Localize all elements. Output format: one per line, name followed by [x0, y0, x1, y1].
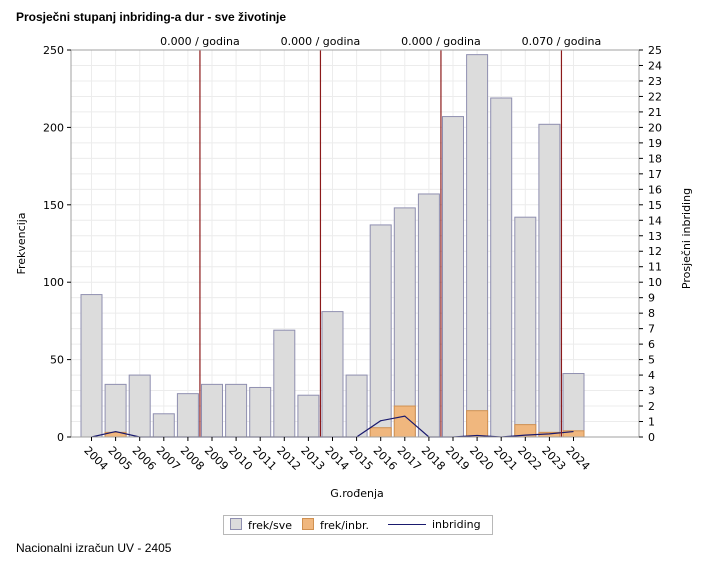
x-tick-label-2007: 2007 [154, 444, 183, 473]
x-tick-label-2019: 2019 [443, 444, 472, 473]
y-tick-label: 50 [50, 354, 64, 367]
x-tick-label-2022: 2022 [515, 444, 544, 473]
bar-frek-sve-2023 [538, 123, 561, 438]
y2-tick-label: 19 [648, 137, 662, 150]
bar-frek-inbr-2017 [393, 405, 416, 438]
x-tick-label-2016: 2016 [371, 444, 400, 473]
bar-frek-sve-2022 [514, 216, 537, 438]
legend-label-frek-inbr: frek/inbr. [320, 519, 370, 532]
bar-frek-sve-2011 [249, 386, 272, 438]
legend-item-frek-inbr: frek/inbr. [302, 518, 369, 532]
y-tick-label: 100 [43, 276, 64, 289]
y2-tick-label: 6 [648, 338, 655, 351]
y2-tick-label: 20 [648, 121, 662, 134]
y2-tick-label: 15 [648, 199, 662, 212]
legend: frek/sve frek/inbr. inbriding [223, 515, 493, 535]
y2-tick-label: 25 [648, 44, 662, 57]
x-tick-label-2013: 2013 [298, 444, 327, 473]
bar-frek-sve-2015 [345, 374, 368, 438]
footnote: Nacionalni izračun UV - 2405 [16, 541, 172, 555]
reference-line-label-1: 0.000 / godina [160, 35, 240, 48]
x-tick-label-2024: 2024 [563, 444, 592, 473]
bar-frek-sve-2013 [297, 394, 320, 438]
legend-label-inbriding: inbriding [432, 518, 481, 531]
bar-frek-sve-2008 [176, 393, 199, 438]
x-tick-label-2005: 2005 [105, 444, 134, 473]
y2-tick-label: 7 [648, 323, 655, 336]
bar-frek-sve-2005 [104, 383, 127, 438]
x-tick-label-2021: 2021 [491, 444, 520, 473]
bar-frek-sve-2021 [490, 97, 513, 438]
y2-tick-label: 4 [648, 369, 655, 382]
bar-frek-inbr-2016 [369, 427, 392, 438]
reference-line-label-4: 0.070 / godina [522, 35, 602, 48]
x-tick-label-2014: 2014 [322, 444, 351, 473]
x-tick-label-2017: 2017 [395, 444, 424, 473]
y-tick-label: 150 [43, 199, 64, 212]
legend-line-inbriding [388, 524, 426, 525]
y2-tick-label: 5 [648, 354, 655, 367]
y2-tick-label: 11 [648, 261, 662, 274]
x-tick-label-2004: 2004 [81, 444, 110, 473]
y-tick-label: 250 [43, 44, 64, 57]
y2-tick-label: 21 [648, 106, 662, 119]
x-tick-label-2010: 2010 [226, 444, 255, 473]
y2-tick-label: 13 [648, 230, 662, 243]
legend-item-frek-sve: frek/sve [230, 518, 292, 532]
bar-frek-sve-2019 [442, 116, 464, 438]
y2-tick-label: 0 [648, 431, 655, 444]
y2-tick-label: 22 [648, 90, 662, 103]
plot-frame [70, 49, 640, 438]
y2-tick-label: 23 [648, 75, 662, 88]
x-axis-title: G.rođenja [330, 487, 384, 500]
bar-frek-sve-2004 [80, 294, 103, 438]
y-axis-title: Frekvencija [15, 212, 28, 274]
reference-line-label-2: 0.000 / godina [281, 35, 361, 48]
bar-frek-sve-2024 [562, 373, 585, 438]
y2-tick-label: 14 [648, 214, 662, 227]
x-tick-label-2008: 2008 [178, 444, 207, 473]
bar-frek-sve-2012 [273, 329, 296, 438]
bar-frek-sve-2016 [369, 224, 392, 438]
x-tick-label-2023: 2023 [539, 444, 568, 473]
legend-label-frek-sve: frek/sve [248, 519, 293, 532]
y2-tick-label: 16 [648, 183, 662, 196]
y2-tick-label: 9 [648, 292, 655, 305]
bar-frek-sve-2014 [321, 311, 344, 438]
bar-frek-sve-2006 [128, 374, 151, 438]
x-tick-label-2012: 2012 [274, 444, 303, 473]
y2-tick-label: 10 [648, 276, 662, 289]
y2-tick-label: 8 [648, 307, 655, 320]
y2-tick-label: 17 [648, 168, 662, 181]
x-tick-label-2018: 2018 [419, 444, 448, 473]
y2-axis-title: Prosječni inbriding [680, 188, 693, 289]
legend-item-inbriding: inbriding [388, 518, 481, 532]
y-tick-label: 200 [43, 121, 64, 134]
bar-frek-sve-2017 [393, 207, 416, 438]
y2-tick-label: 3 [648, 385, 655, 398]
bar-frek-sve-2020 [466, 54, 489, 438]
y2-tick-label: 12 [648, 245, 662, 258]
y2-tick-label: 1 [648, 416, 655, 429]
x-tick-label-2020: 2020 [467, 444, 496, 473]
x-tick-label-2009: 2009 [202, 444, 231, 473]
x-tick-label-2015: 2015 [346, 444, 375, 473]
bar-frek-sve-2010 [225, 383, 248, 438]
y2-tick-label: 18 [648, 152, 662, 165]
y2-tick-label: 24 [648, 59, 662, 72]
y-tick-label: 0 [57, 431, 64, 444]
legend-swatch-frek-inbr [302, 518, 314, 530]
bar-frek-sve-2007 [152, 413, 175, 438]
legend-swatch-frek-sve [230, 518, 242, 530]
x-tick-label-2006: 2006 [130, 444, 159, 473]
bar-frek-sve-2018 [417, 193, 440, 438]
y2-tick-label: 2 [648, 400, 655, 413]
bar-frek-sve-2009 [201, 383, 223, 438]
x-tick-label-2011: 2011 [250, 444, 279, 473]
bar-frek-inbr-2020 [466, 410, 489, 438]
reference-line-label-3: 0.000 / godina [401, 35, 481, 48]
chart-title: Prosječni stupanj inbriding-a dur - sve … [16, 10, 287, 24]
